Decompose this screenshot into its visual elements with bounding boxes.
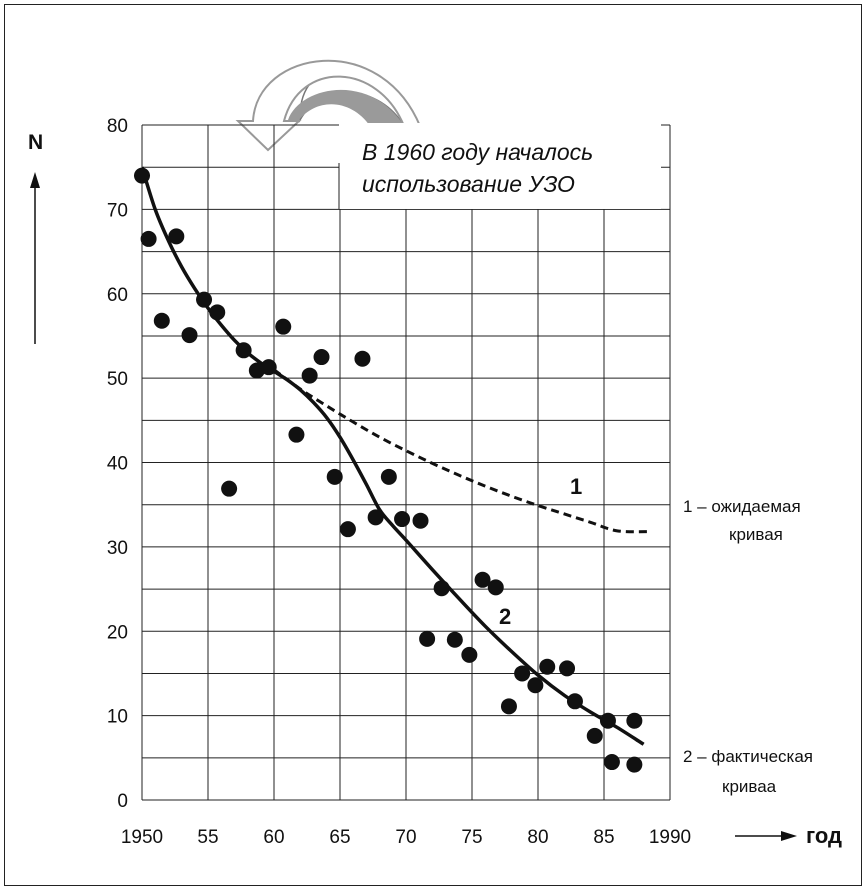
y-tick-label: 80 xyxy=(107,116,128,137)
data-point xyxy=(134,167,150,184)
x-tick-label: 55 xyxy=(197,827,218,848)
y-tick-label: 20 xyxy=(107,622,128,643)
data-point xyxy=(487,579,504,596)
y-tick-label: 50 xyxy=(107,369,128,390)
data-point xyxy=(461,646,478,663)
legend-entry-2-line-2: криваа xyxy=(722,777,777,796)
annotation-line-2: использование УЗО xyxy=(362,171,575,197)
x-tick-label: 70 xyxy=(395,827,416,848)
tick-labels: 1950 55 60 65 70 75 80 85 1990 0 10 20 30 40 50 60 70 80 xyxy=(107,116,691,848)
y-tick-label: 70 xyxy=(107,200,128,221)
legend-entry-2-line-1: 2 – фактическая xyxy=(683,747,813,766)
curve-labels: 12 xyxy=(499,474,582,629)
curve-label-2: 2 xyxy=(499,604,511,629)
data-point xyxy=(394,511,411,528)
data-point xyxy=(603,754,620,771)
data-point xyxy=(527,677,544,694)
data-point xyxy=(566,693,583,710)
data-point xyxy=(412,512,429,529)
data-point xyxy=(380,468,397,485)
data-points xyxy=(134,167,643,773)
data-point xyxy=(168,228,185,245)
x-axis-title: год xyxy=(806,823,842,848)
data-point xyxy=(313,349,330,366)
y-arrow-icon xyxy=(30,172,40,344)
data-point xyxy=(419,630,436,647)
annotation-line-1: В 1960 году началось xyxy=(362,139,593,165)
data-point xyxy=(209,304,226,321)
data-point xyxy=(626,712,643,729)
x-tick-label: 85 xyxy=(593,827,614,848)
data-point xyxy=(367,509,384,526)
x-tick-label: 60 xyxy=(263,827,284,848)
data-point xyxy=(559,660,576,677)
data-point xyxy=(599,712,616,729)
y-tick-label: 40 xyxy=(107,454,128,475)
figure-frame xyxy=(4,4,862,886)
data-point xyxy=(339,521,356,538)
y-tick-label: 60 xyxy=(107,285,128,306)
data-point xyxy=(433,580,450,597)
curve-label-1: 1 xyxy=(570,474,582,499)
y-axis-title: N xyxy=(28,131,43,154)
data-point xyxy=(539,658,556,675)
data-point xyxy=(196,291,213,308)
x-tick-label: 80 xyxy=(527,827,548,848)
data-point xyxy=(586,727,603,744)
legend-entry-1-line-2: кривая xyxy=(729,525,783,544)
series-line-2 xyxy=(142,166,645,746)
chart-grid xyxy=(141,124,671,801)
legend: 1 – ожидаемая кривая 2 – фактическая криваа xyxy=(683,497,813,796)
data-point xyxy=(221,480,238,497)
data-point xyxy=(260,359,277,376)
data-point xyxy=(153,312,170,329)
data-point xyxy=(326,468,343,485)
data-point xyxy=(140,230,157,247)
data-point xyxy=(626,756,643,773)
y-tick-label: 30 xyxy=(107,538,128,559)
data-point xyxy=(181,327,198,344)
data-point xyxy=(354,350,371,367)
x-tick-label: 1990 xyxy=(649,827,691,848)
y-tick-label: 0 xyxy=(117,791,128,812)
y-tick-label: 10 xyxy=(107,707,128,728)
data-point xyxy=(275,318,292,335)
data-point xyxy=(301,367,318,384)
legend-entry-1-line-1: 1 – ожидаемая xyxy=(683,497,801,516)
x-tick-label: 75 xyxy=(461,827,482,848)
data-point xyxy=(288,426,305,443)
annotation-box: В 1960 году началось использование УЗО xyxy=(338,123,661,209)
data-point xyxy=(446,631,463,648)
data-point xyxy=(235,342,252,359)
x-tick-label: 1950 xyxy=(121,827,163,848)
data-point xyxy=(500,698,517,715)
data-point xyxy=(514,665,531,682)
x-tick-label: 65 xyxy=(329,827,350,848)
data-point xyxy=(474,571,491,588)
x-arrow-icon xyxy=(735,831,797,841)
series-line-1 xyxy=(273,368,651,534)
curves xyxy=(142,166,651,746)
